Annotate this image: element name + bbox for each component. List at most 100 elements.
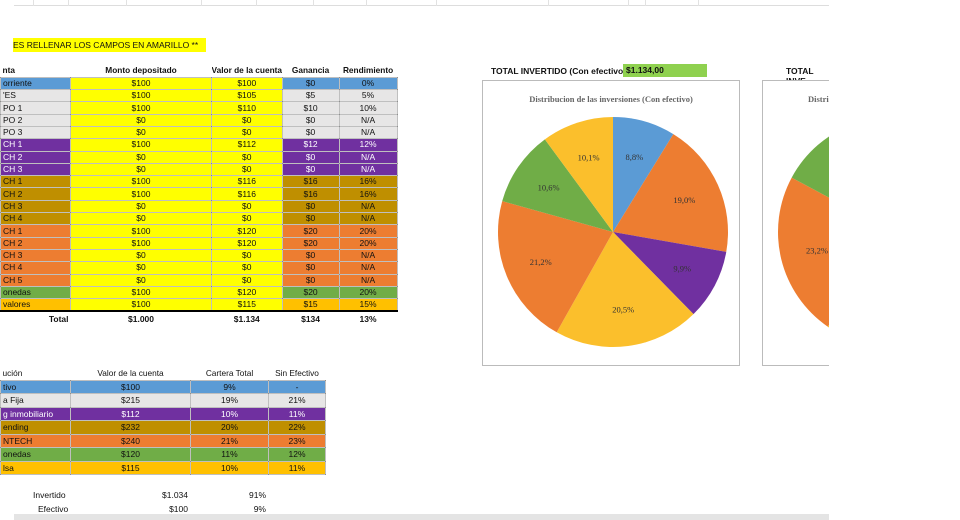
value-cell[interactable]: $120 <box>211 236 283 250</box>
pie-chart-without-cash[interactable]: Distri 20,8%10,8%22,4%23,2%11,6%11,1% <box>762 80 829 366</box>
account-name[interactable]: CH 1 <box>0 224 71 238</box>
deposit-cell[interactable]: $100 <box>70 138 212 152</box>
deposit-cell[interactable]: $0 <box>70 199 212 214</box>
category-name[interactable]: lsa <box>0 460 71 476</box>
pie-slice[interactable] <box>613 117 674 232</box>
return-cell[interactable]: 20% <box>338 224 398 238</box>
value-cell[interactable]: $116 <box>211 175 283 189</box>
account-name[interactable]: CH 1 <box>0 175 71 189</box>
return-cell[interactable]: N/A <box>338 125 398 140</box>
account-name[interactable]: CH 2 <box>0 187 71 201</box>
pie-slice[interactable] <box>778 177 829 327</box>
gain-cell[interactable]: $16 <box>281 175 340 189</box>
value-cell[interactable]: $0 <box>211 273 283 287</box>
account-name[interactable]: PO 3 <box>0 125 71 140</box>
return-cell[interactable]: 16% <box>338 187 398 201</box>
category-name[interactable]: g inmobiliario <box>0 406 71 422</box>
without-cash-cell[interactable]: 22% <box>268 420 326 435</box>
return-cell[interactable]: N/A <box>338 199 398 214</box>
return-cell[interactable]: N/A <box>338 261 398 275</box>
invested-pct[interactable]: 91% <box>248 490 266 500</box>
value-cell[interactable]: $116 <box>211 187 283 201</box>
deposit-cell[interactable]: $0 <box>70 261 212 275</box>
pie-slice[interactable] <box>613 134 728 252</box>
pie-slice[interactable] <box>502 139 613 232</box>
without-cash-cell[interactable]: 11% <box>268 406 326 422</box>
value-cell[interactable]: $0 <box>211 212 283 226</box>
deposit-cell[interactable]: $0 <box>70 150 212 164</box>
value-cell[interactable]: $0 <box>211 199 283 214</box>
account-name[interactable]: orriente <box>0 76 71 91</box>
gain-cell[interactable]: $0 <box>281 199 340 214</box>
gain-cell[interactable]: $20 <box>281 236 340 250</box>
account-value-cell[interactable]: $120 <box>70 447 191 462</box>
pie-slice[interactable] <box>827 232 829 347</box>
without-cash-cell[interactable]: - <box>268 379 326 395</box>
gain-cell[interactable]: $10 <box>281 101 340 115</box>
return-cell[interactable]: 5% <box>338 89 398 103</box>
deposit-cell[interactable]: $0 <box>70 162 212 177</box>
return-cell[interactable]: N/A <box>338 162 398 177</box>
account-value-cell[interactable]: $112 <box>70 406 191 422</box>
total-gain[interactable]: $134 <box>301 314 321 325</box>
value-cell[interactable]: $115 <box>211 298 283 312</box>
category-name[interactable]: a Fija <box>0 393 71 408</box>
pie-slice[interactable] <box>791 124 829 232</box>
account-value-cell[interactable]: $100 <box>70 379 191 395</box>
deposit-cell[interactable]: $100 <box>70 298 212 312</box>
without-cash-cell[interactable]: 23% <box>268 433 326 449</box>
account-name[interactable]: CH 1 <box>0 138 71 152</box>
total-portfolio-cell[interactable]: 19% <box>190 393 269 408</box>
without-cash-cell[interactable]: 21% <box>268 393 326 408</box>
return-cell[interactable]: 20% <box>338 285 398 300</box>
value-cell[interactable]: $0 <box>211 125 283 140</box>
deposit-cell[interactable]: $100 <box>70 224 212 238</box>
pie-slice[interactable] <box>556 232 694 347</box>
account-value-cell[interactable]: $215 <box>70 393 191 408</box>
account-value-cell[interactable]: $232 <box>70 420 191 435</box>
deposit-cell[interactable]: $100 <box>70 76 212 91</box>
return-cell[interactable]: 16% <box>338 175 398 189</box>
cash-pct[interactable]: 9% <box>253 504 266 514</box>
account-name[interactable]: CH 3 <box>0 162 71 177</box>
value-cell[interactable]: $120 <box>211 285 283 300</box>
category-name[interactable]: NTECH <box>0 433 71 449</box>
deposit-cell[interactable]: $100 <box>70 175 212 189</box>
gain-cell[interactable]: $0 <box>281 212 340 226</box>
deposit-cell[interactable]: $100 <box>70 236 212 250</box>
category-name[interactable]: tivo <box>0 379 71 395</box>
horizontal-scrollbar[interactable] <box>14 514 829 520</box>
total-deposit[interactable]: $1.000 <box>128 314 154 325</box>
gain-cell[interactable]: $0 <box>281 162 340 177</box>
total-portfolio-cell[interactable]: 10% <box>190 460 269 476</box>
without-cash-cell[interactable]: 12% <box>268 447 326 462</box>
value-cell[interactable]: $105 <box>211 89 283 103</box>
gain-cell[interactable]: $0 <box>281 150 340 164</box>
account-name[interactable]: 'ES <box>0 89 71 103</box>
without-cash-cell[interactable]: 11% <box>268 460 326 476</box>
total-portfolio-cell[interactable]: 21% <box>190 433 269 449</box>
total-portfolio-cell[interactable]: 20% <box>190 420 269 435</box>
return-cell[interactable]: N/A <box>338 113 398 127</box>
gain-cell[interactable]: $0 <box>281 76 340 91</box>
return-cell[interactable]: 15% <box>338 298 398 312</box>
account-value-cell[interactable]: $115 <box>70 460 191 476</box>
invested-value[interactable]: $1.034 <box>162 490 188 500</box>
account-name[interactable]: CH 2 <box>0 236 71 250</box>
value-cell[interactable]: $0 <box>211 248 283 263</box>
return-cell[interactable]: 12% <box>338 138 398 152</box>
account-name[interactable]: PO 2 <box>0 113 71 127</box>
return-cell[interactable]: 20% <box>338 236 398 250</box>
account-name[interactable]: CH 2 <box>0 150 71 164</box>
total-portfolio-cell[interactable]: 10% <box>190 406 269 422</box>
pie-slice[interactable] <box>613 232 727 315</box>
account-value-cell[interactable]: $240 <box>70 433 191 449</box>
deposit-cell[interactable]: $0 <box>70 273 212 287</box>
account-name[interactable]: CH 3 <box>0 199 71 214</box>
account-name[interactable]: onedas <box>0 285 71 300</box>
deposit-cell[interactable]: $0 <box>70 212 212 226</box>
gain-cell[interactable]: $15 <box>281 298 340 312</box>
return-cell[interactable]: 10% <box>338 101 398 115</box>
account-name[interactable]: CH 5 <box>0 273 71 287</box>
total-portfolio-cell[interactable]: 9% <box>190 379 269 395</box>
